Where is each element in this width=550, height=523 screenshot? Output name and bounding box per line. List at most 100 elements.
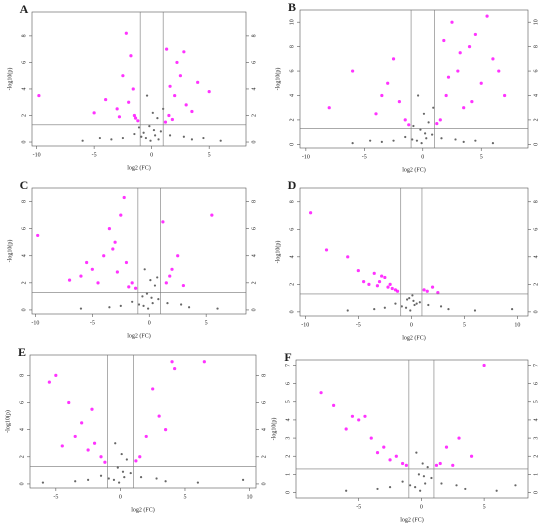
- x-tick-label: -5: [53, 494, 58, 500]
- point: [427, 121, 430, 124]
- point: [182, 135, 185, 138]
- x-tick-label: 0: [148, 320, 151, 326]
- point: [142, 304, 145, 307]
- point: [357, 418, 361, 422]
- point: [421, 462, 424, 465]
- y-tick-label: 4: [21, 87, 27, 90]
- point: [143, 268, 146, 271]
- point: [86, 448, 90, 452]
- point: [104, 97, 108, 102]
- x-tick-label: -10: [301, 322, 309, 328]
- y-tick-label: 0: [21, 141, 27, 144]
- x-tick-label: 0: [420, 504, 423, 510]
- point: [139, 476, 143, 479]
- point: [417, 473, 420, 476]
- point: [103, 460, 107, 464]
- point: [380, 140, 383, 143]
- x-tick-label: -10: [302, 154, 310, 160]
- point: [324, 248, 329, 252]
- point: [156, 276, 159, 279]
- point: [482, 363, 486, 368]
- point: [90, 267, 94, 271]
- y-tick-label: 8: [19, 374, 25, 377]
- point: [363, 414, 367, 418]
- point: [159, 130, 162, 133]
- y2-tick-label: 8: [251, 200, 257, 203]
- point: [122, 195, 126, 200]
- point: [431, 133, 434, 136]
- point: [369, 139, 372, 142]
- point: [115, 270, 119, 274]
- y2-tick-label: 3: [533, 437, 539, 440]
- point: [147, 307, 150, 310]
- y2-tick-label: 0: [533, 491, 539, 494]
- point: [424, 482, 427, 485]
- point: [80, 421, 84, 425]
- x-tick-label: 0: [150, 152, 153, 158]
- x-axis-title: log2 (FC): [400, 516, 424, 523]
- point: [99, 455, 103, 459]
- point: [60, 444, 64, 448]
- point: [407, 123, 411, 127]
- y2-tick-label: 6: [533, 382, 539, 385]
- y2-tick-label: 0: [533, 143, 539, 146]
- y-tick-label: 2: [289, 118, 295, 121]
- point: [377, 279, 382, 284]
- point: [85, 260, 89, 265]
- point: [413, 303, 416, 307]
- y2-tick-label: 2: [533, 283, 539, 286]
- point: [133, 116, 138, 120]
- point: [124, 31, 128, 35]
- x-tick-label: -5: [362, 154, 367, 160]
- x-axis-title: log2 (FC): [402, 166, 426, 173]
- y-tick-label: 7: [285, 364, 291, 367]
- point: [367, 282, 371, 286]
- y-tick-label: 8: [21, 34, 27, 37]
- point: [133, 286, 138, 290]
- point: [319, 391, 323, 395]
- y-tick-label: 10: [289, 19, 295, 25]
- point: [141, 295, 144, 298]
- point: [144, 136, 148, 140]
- point: [178, 74, 183, 78]
- point: [157, 414, 161, 418]
- point: [168, 274, 172, 278]
- point: [90, 407, 94, 411]
- point: [415, 139, 419, 142]
- point: [430, 285, 435, 289]
- point: [404, 306, 408, 309]
- point: [438, 118, 442, 122]
- y-tick-label: 2: [19, 455, 25, 458]
- point: [391, 57, 396, 61]
- y2-tick-label: 7: [533, 364, 539, 367]
- plot-frame: [29, 354, 257, 489]
- point: [107, 477, 110, 480]
- point: [416, 94, 420, 97]
- point: [444, 93, 448, 98]
- point: [131, 87, 135, 91]
- point: [145, 292, 149, 295]
- point: [127, 100, 131, 104]
- y2-tick-label: 6: [251, 61, 257, 64]
- point: [450, 20, 454, 24]
- point: [464, 487, 467, 491]
- panel-label: D: [288, 178, 297, 192]
- point: [419, 128, 422, 131]
- x-tick-label: -5: [92, 152, 97, 158]
- point: [386, 81, 390, 85]
- point: [196, 481, 199, 484]
- point: [420, 142, 423, 145]
- y-tick-label: 0: [289, 143, 295, 146]
- point: [495, 489, 498, 492]
- point: [96, 281, 100, 285]
- point: [422, 475, 426, 478]
- y-tick-label: 0: [285, 491, 291, 494]
- point: [411, 294, 414, 297]
- point: [173, 93, 177, 98]
- point: [412, 124, 415, 128]
- y2-tick-label: 6: [533, 70, 539, 73]
- point: [415, 451, 418, 454]
- point: [392, 139, 395, 142]
- y2-tick-label: 6: [261, 401, 267, 404]
- point: [129, 471, 132, 475]
